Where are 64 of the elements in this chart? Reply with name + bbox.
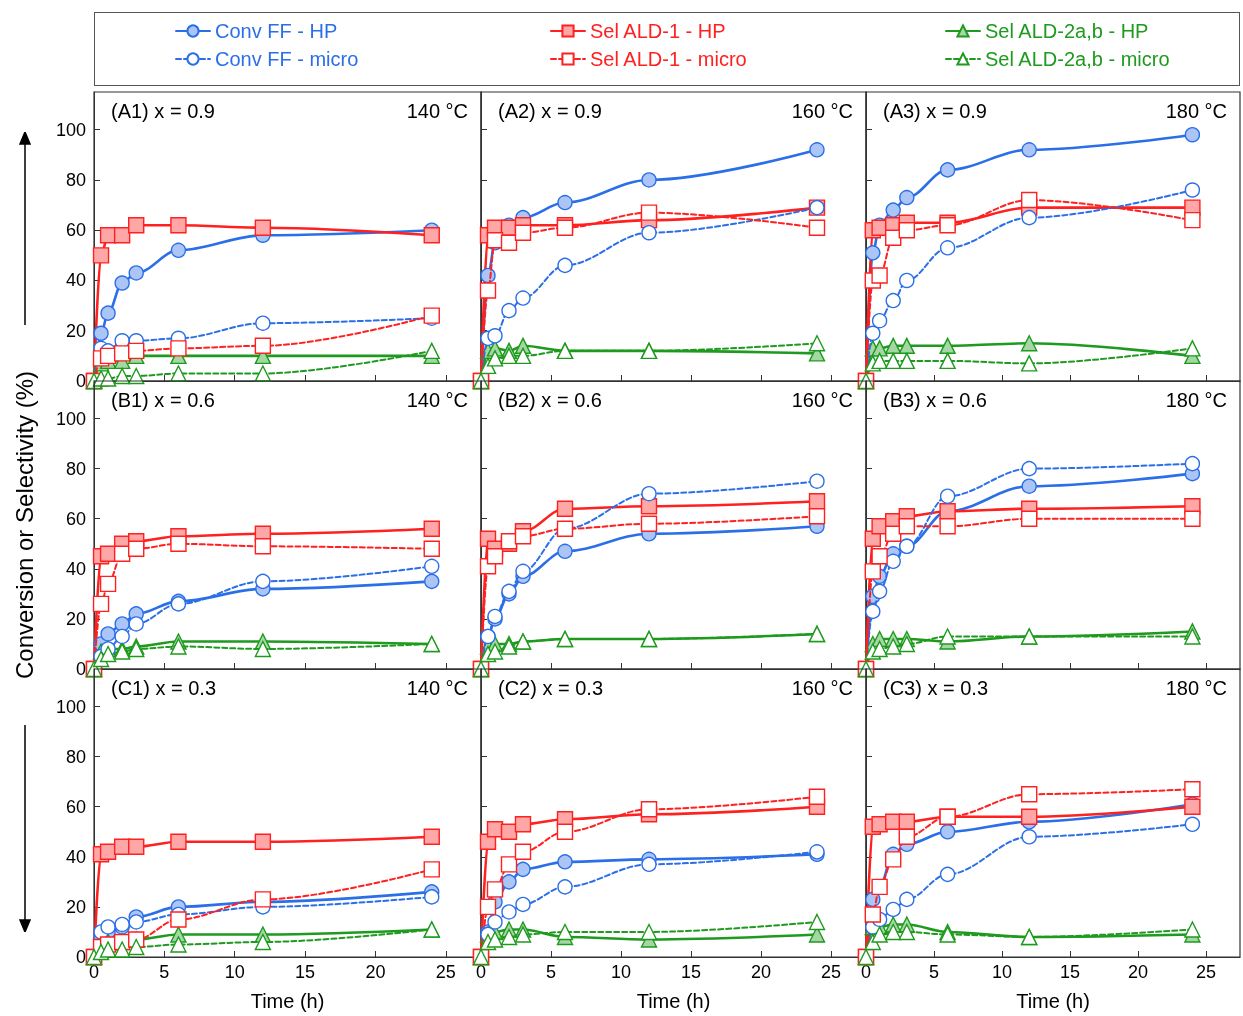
- x-tick-label: 5: [928, 962, 940, 982]
- x-tick-label: 20: [1127, 962, 1149, 982]
- x-tick-label: 25: [435, 962, 456, 982]
- annotation: 160 °C: [791, 100, 854, 122]
- legend-label: Conv FF - micro: [215, 48, 359, 70]
- chart-title: (C3) x = 0.3: [883, 677, 989, 699]
- x-tick-label: 10: [610, 962, 632, 982]
- x-axis-title: Time (h): [250, 990, 325, 1012]
- annotation: 180 °C: [1165, 677, 1228, 699]
- chart-title: (B1) x = 0.6: [111, 389, 215, 411]
- x-tick-label: 20: [365, 962, 386, 982]
- y-tick-label: 60: [65, 220, 86, 241]
- legend-label: Sel ALD-1 - HP: [590, 20, 726, 42]
- y-tick-label: 0: [75, 947, 86, 967]
- x-tick-label: 15: [680, 962, 702, 982]
- y-tick-label: 0: [75, 659, 86, 679]
- x-tick-label: 5: [545, 962, 557, 982]
- chart-title: (C1) x = 0.3: [111, 677, 217, 699]
- y-tick-label: 60: [65, 796, 86, 817]
- y-tick-label: 40: [65, 846, 86, 867]
- y-tick-label: 100: [55, 408, 86, 429]
- legend-label: Sel ALD-2a,b - micro: [985, 48, 1170, 70]
- x-tick-label: 25: [820, 962, 842, 982]
- chart-title: (A1) x = 0.9: [111, 100, 215, 122]
- x-axis-title: Time (h): [636, 990, 711, 1012]
- chart-title: (B2) x = 0.6: [498, 389, 602, 411]
- y-tick-label: 80: [65, 746, 86, 767]
- x-tick-label: 20: [750, 962, 772, 982]
- y-tick-label: 20: [65, 320, 86, 341]
- annotation: 180 °C: [1165, 100, 1228, 122]
- x-tick-label: 10: [991, 962, 1013, 982]
- y-axis-title: Conversion or Selectivity (%): [10, 370, 38, 680]
- chart-title: (A3) x = 0.9: [883, 100, 987, 122]
- chart-title: (C2) x = 0.3: [498, 677, 604, 699]
- legend-label: Sel ALD-1 - micro: [590, 48, 747, 70]
- annotation: 140 °C: [406, 677, 469, 699]
- annotation: 180 °C: [1165, 389, 1228, 411]
- annotation: 140 °C: [406, 389, 469, 411]
- y-tick-label: 100: [55, 119, 86, 140]
- annotation: 160 °C: [791, 677, 854, 699]
- x-tick-label: 25: [1195, 962, 1217, 982]
- x-tick-label: 15: [1059, 962, 1081, 982]
- y-tick-label: 40: [65, 558, 86, 579]
- x-tick-label: 0: [860, 962, 872, 982]
- x-axis-title: Time (h): [1016, 990, 1090, 1012]
- y-tick-label: 80: [65, 458, 86, 479]
- y-tick-label: 80: [65, 169, 86, 190]
- x-tick-label: 0: [475, 962, 487, 982]
- y-tick-label: 60: [65, 508, 86, 529]
- y-tick-label: 0: [75, 371, 86, 391]
- x-tick-label: 0: [88, 962, 100, 982]
- x-tick-label: 15: [295, 962, 316, 982]
- y-tick-label: 40: [65, 270, 86, 291]
- annotation: 160 °C: [791, 389, 854, 411]
- legend-label: Sel ALD-2a,b - HP: [985, 20, 1149, 42]
- legend-label: Conv FF - HP: [215, 20, 338, 42]
- y-tick-label: 20: [65, 608, 86, 629]
- x-tick-label: 10: [224, 962, 245, 982]
- y-tick-label: 100: [55, 696, 86, 717]
- chart-title: (B3) x = 0.6: [883, 389, 987, 411]
- x-tick-label: 5: [159, 962, 170, 982]
- y-tick-label: 20: [65, 896, 86, 917]
- annotation: 140 °C: [406, 100, 469, 122]
- chart-title: (A2) x = 0.9: [498, 100, 602, 122]
